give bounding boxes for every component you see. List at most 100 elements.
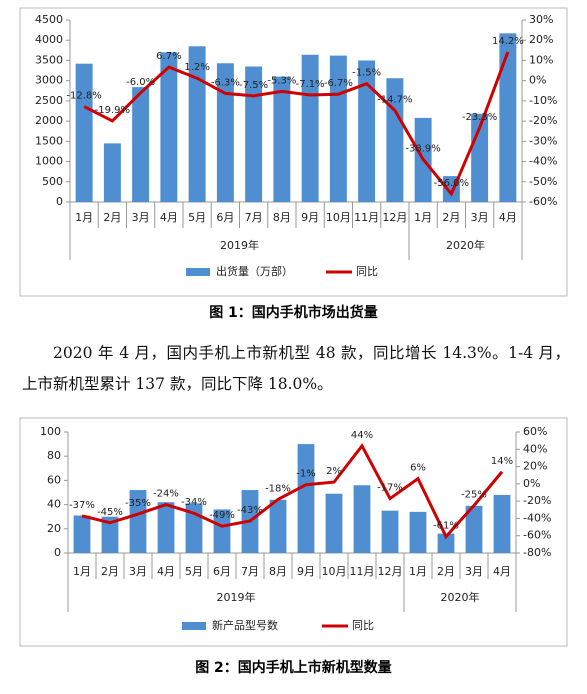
bar (132, 87, 150, 202)
x-tick-label: 2月 (103, 211, 121, 224)
caption: 图 1：国内手机市场出货量 (209, 305, 378, 321)
bar (188, 46, 206, 203)
x-tick-label: 4月 (160, 211, 178, 224)
bar (465, 505, 483, 553)
y-tick-label: 80 (47, 449, 61, 462)
x-tick-label: 2月 (437, 565, 455, 578)
chart-frame (19, 7, 568, 297)
data-label: -12.8% (66, 91, 101, 102)
legend-label: 同比 (352, 619, 374, 632)
bar (213, 509, 231, 553)
x-tick-label: 3月 (129, 565, 147, 578)
x-tick-label: 1月 (414, 211, 432, 224)
data-label: -19.9% (95, 105, 130, 116)
y2-tick-label: -20% (523, 494, 551, 507)
x-tick-label: 12月 (378, 565, 403, 578)
x-tick-label: 6月 (213, 565, 231, 578)
bar (73, 515, 91, 553)
caption: 图 2：国内手机上市新机型数量 (195, 660, 392, 676)
bar (103, 143, 121, 202)
x-tick-label: 6月 (216, 211, 234, 224)
legend-swatch (182, 622, 206, 630)
y-tick-label: 2500 (35, 94, 63, 107)
x-tick-label: 2月 (442, 211, 460, 224)
bar (386, 78, 404, 202)
legend-label: 同比 (356, 265, 378, 278)
y2-tick-label: -20% (529, 114, 557, 127)
x-tick-label: 11月 (350, 565, 375, 578)
data-label: -17% (377, 483, 403, 494)
y-tick-label: 4000 (35, 33, 63, 46)
data-label: -7.1% (296, 79, 325, 90)
y-tick-label: 2000 (35, 114, 63, 127)
data-label: -37% (69, 500, 95, 511)
data-label: -1.5% (352, 68, 381, 79)
y2-tick-label: -30% (529, 134, 557, 147)
legend-swatch (186, 268, 210, 276)
data-label: -45% (97, 507, 123, 518)
x-tick-label: 7月 (245, 211, 263, 224)
data-label: -38.9% (405, 143, 440, 154)
group-label: 2019年 (220, 238, 259, 252)
bar (269, 499, 287, 553)
y-tick-label: 60 (47, 473, 61, 486)
bar (129, 490, 147, 553)
bar (381, 510, 399, 553)
x-tick-label: 1月 (409, 565, 427, 578)
data-label: -18% (265, 483, 291, 494)
x-tick-label: 7月 (241, 565, 259, 578)
data-label: -14.7% (377, 94, 412, 105)
x-tick-label: 5月 (188, 211, 206, 224)
y2-tick-label: 0% (523, 477, 540, 490)
x-tick-label: 3月 (465, 565, 483, 578)
legend-label: 出货量（万部） (216, 264, 293, 278)
data-label: -34% (181, 497, 207, 508)
y2-tick-label: 40% (523, 442, 547, 455)
x-tick-label: 10月 (326, 211, 351, 224)
data-label: 1.2% (184, 62, 209, 73)
y2-tick-label: -60% (523, 529, 551, 542)
x-tick-label: 3月 (471, 211, 489, 224)
y2-tick-label: 30% (529, 13, 553, 26)
bar (216, 63, 234, 202)
data-label: -23.3% (462, 112, 497, 123)
x-tick-label: 1月 (75, 211, 93, 224)
y-tick-label: 0 (54, 546, 61, 559)
bar (273, 76, 291, 202)
group-label: 2019年 (217, 590, 256, 604)
x-tick-label: 5月 (185, 565, 203, 578)
data-label: -1% (296, 469, 315, 480)
data-label: -35% (125, 498, 151, 509)
y2-tick-label: 0% (529, 74, 546, 87)
y-tick-label: 1500 (35, 134, 63, 147)
data-label: -24% (153, 489, 179, 500)
y-tick-label: 40 (47, 498, 61, 511)
data-label: 14% (491, 456, 513, 467)
group-label: 2020年 (441, 590, 480, 604)
data-label: -7.5% (239, 80, 268, 91)
bar (75, 63, 93, 203)
data-label: 6.7% (156, 51, 181, 62)
data-label: 14.2% (492, 36, 524, 47)
x-tick-label: 9月 (301, 211, 319, 224)
y-tick-label: 1000 (35, 155, 63, 168)
y2-tick-label: -80% (523, 546, 551, 559)
data-label: -61% (433, 521, 459, 532)
bar (493, 494, 511, 553)
legend-label: 新产品型号数 (212, 618, 278, 632)
bar (358, 60, 376, 202)
x-tick-label: 9月 (297, 565, 315, 578)
x-tick-label: 1月 (73, 565, 91, 578)
y2-tick-label: -50% (529, 175, 557, 188)
y2-tick-label: -10% (529, 94, 557, 107)
y2-tick-label: -40% (529, 155, 557, 168)
bar (409, 511, 427, 553)
y-tick-label: 3500 (35, 53, 63, 66)
data-label: -6.7% (324, 78, 353, 89)
data-label: -43% (237, 505, 263, 516)
x-tick-label: 11月 (354, 211, 379, 224)
y-tick-label: 500 (42, 175, 63, 188)
x-tick-label: 4月 (493, 565, 511, 578)
